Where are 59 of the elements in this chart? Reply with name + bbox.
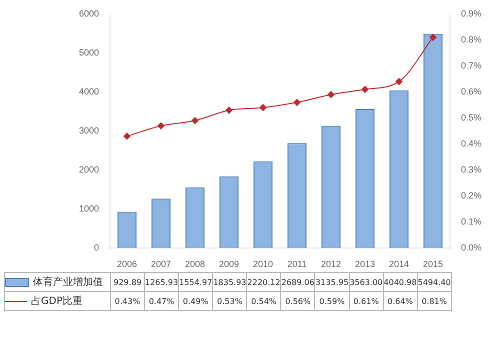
- data-label: 929.89: [110, 272, 144, 292]
- x-tick-label: 2013: [354, 258, 376, 269]
- data-label: 0.54%: [246, 292, 281, 310]
- data-label: 1835.93: [212, 272, 247, 292]
- data-label: 0.81%: [417, 292, 452, 310]
- data-label: 0.59%: [314, 292, 350, 310]
- data-label: 4040.98: [383, 272, 418, 292]
- x-tick-label: 2010: [252, 258, 274, 269]
- x-tick-label: 2015: [422, 258, 444, 269]
- data-label: 3563.00: [349, 272, 384, 292]
- y-tick-label: 3000: [78, 125, 99, 136]
- data-label: 1265.93: [144, 272, 179, 292]
- x-tick-label: 2012: [320, 258, 342, 269]
- y-tick-label: 0: [94, 242, 99, 252]
- y2-tick-label: 0.1%: [461, 216, 482, 226]
- x-tick-label: 2007: [150, 258, 172, 269]
- y-tick-label: 4000: [78, 86, 99, 96]
- point: [328, 91, 334, 98]
- point: [362, 86, 368, 93]
- data-label: 0.53%: [212, 292, 247, 310]
- data-label: 0.61%: [349, 292, 384, 310]
- point: [226, 106, 232, 114]
- y-tick-label: 6000: [78, 8, 99, 18]
- point: [396, 78, 402, 86]
- x-tick-label: 2006: [116, 258, 138, 269]
- point: [430, 34, 436, 41]
- y2-tick-label: 0.0%: [461, 242, 482, 252]
- legend-label: 占GDP比重: [31, 296, 82, 307]
- point: [124, 132, 130, 140]
- y2-tick-label: 0.3%: [461, 164, 482, 174]
- y2-tick-label: 0.7%: [461, 60, 482, 70]
- y-tick-label: 5000: [78, 47, 99, 58]
- y2-tick-label: 0.9%: [461, 8, 482, 18]
- point: [260, 104, 266, 112]
- data-label: 5494.40: [417, 272, 452, 292]
- x-tick-label: 2009: [218, 258, 240, 269]
- point: [158, 122, 164, 130]
- x-tick-label: 2014: [388, 258, 410, 269]
- point: [294, 98, 300, 106]
- data-label: 1554.97: [178, 272, 213, 292]
- data-label: 0.43%: [110, 292, 144, 310]
- legend-label: 体育产业增加值: [33, 277, 103, 288]
- x-tick-label: 2011: [287, 258, 307, 269]
- y2-tick-label: 0.5%: [461, 112, 482, 122]
- data-label: 2689.06: [280, 272, 315, 292]
- y2-tick-label: 0.6%: [461, 86, 482, 96]
- data-label: 0.47%: [144, 292, 179, 310]
- point: [192, 117, 198, 124]
- data-label: 2220.12: [246, 272, 281, 292]
- y2-tick-label: 0.2%: [461, 190, 482, 200]
- data-label: 0.64%: [383, 292, 418, 310]
- y-tick-label: 2000: [78, 164, 99, 174]
- data-label: 0.56%: [280, 292, 315, 310]
- x-tick-label: 2008: [184, 258, 206, 269]
- y2-tick-label: 0.4%: [461, 138, 482, 148]
- data-label: 0.49%: [178, 292, 213, 310]
- data-label: 3135.95: [314, 272, 350, 292]
- y2-tick-label: 0.8%: [461, 34, 482, 44]
- y-tick-label: 1000: [78, 203, 99, 214]
